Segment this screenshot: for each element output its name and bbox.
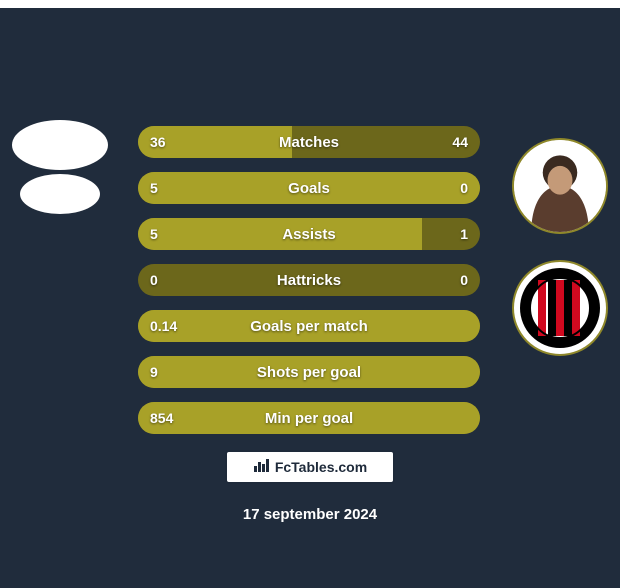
stat-value-right: 0 xyxy=(460,172,468,204)
stat-label: Assists xyxy=(138,218,480,250)
stat-label: Goals xyxy=(138,172,480,204)
stat-row: 854Min per goal xyxy=(138,402,480,434)
brand-text: FcTables.com xyxy=(275,459,367,475)
stat-label: Min per goal xyxy=(138,402,480,434)
stat-label: Hattricks xyxy=(138,264,480,296)
stat-row: 0Hattricks0 xyxy=(138,264,480,296)
player2-avatar xyxy=(512,138,608,234)
stat-row: 9Shots per goal xyxy=(138,356,480,388)
player1-avatar-placeholder-shadow xyxy=(20,174,100,214)
stat-label: Shots per goal xyxy=(138,356,480,388)
stat-row: 5Assists1 xyxy=(138,218,480,250)
player1-avatar-placeholder xyxy=(12,120,108,170)
brand-badge[interactable]: FcTables.com xyxy=(225,450,395,484)
stat-row: 5Goals0 xyxy=(138,172,480,204)
stat-value-right: 1 xyxy=(460,218,468,250)
stat-label: Matches xyxy=(138,126,480,158)
club-atletico-paranaense-badge xyxy=(520,268,600,348)
stat-label: Goals per match xyxy=(138,310,480,342)
stat-row: 0.14Goals per match xyxy=(138,310,480,342)
footer-date: 17 september 2024 xyxy=(0,506,620,523)
player2-club-badge xyxy=(512,260,608,356)
chart-icon xyxy=(253,457,269,477)
stat-row: 36Matches44 xyxy=(138,126,480,158)
stat-value-right: 44 xyxy=(452,126,468,158)
stat-value-right: 0 xyxy=(460,264,468,296)
player2-avatar-silhouette xyxy=(514,140,606,232)
stats-bars: 36Matches445Goals05Assists10Hattricks00.… xyxy=(138,126,480,448)
